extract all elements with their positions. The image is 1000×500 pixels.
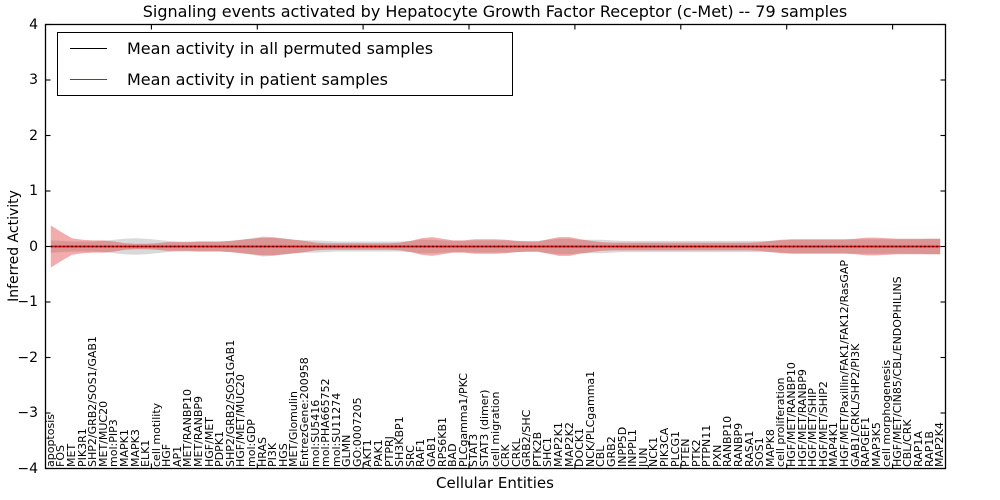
y-tick-label: 0 [29, 238, 38, 255]
chart-title: Signaling events activated by Hepatocyte… [142, 2, 848, 21]
legend-permuted-line-icon [70, 48, 107, 49]
legend-entry-patient: Mean activity in patient samples [58, 64, 512, 95]
y-tick-label: 3 [29, 72, 38, 88]
y-tick-label: −2 [17, 349, 38, 366]
x-axis-label: Cellular Entities [436, 474, 554, 492]
y-tick-label: −4 [17, 460, 38, 477]
legend: Mean activity in all permuted samples Me… [57, 32, 513, 96]
legend-entry-permuted: Mean activity in all permuted samples [58, 33, 512, 64]
y-tick-label: −1 [17, 294, 38, 310]
y-tick-label: 1 [29, 183, 38, 199]
y-tick-label: 4 [29, 16, 38, 33]
legend-permuted-label: Mean activity in all permuted samples [127, 39, 434, 58]
legend-patient-label: Mean activity in patient samples [127, 70, 388, 89]
y-tick-label: −3 [17, 405, 38, 421]
legend-patient-line-icon [70, 79, 107, 80]
y-tick-label: 2 [29, 127, 38, 144]
